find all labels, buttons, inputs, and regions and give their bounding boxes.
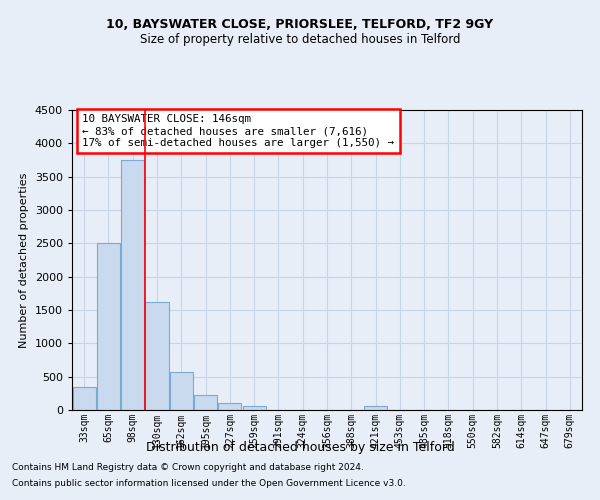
Text: 10 BAYSWATER CLOSE: 146sqm
← 83% of detached houses are smaller (7,616)
17% of s: 10 BAYSWATER CLOSE: 146sqm ← 83% of deta… bbox=[82, 114, 394, 148]
Bar bbox=[170, 372, 193, 410]
Bar bbox=[121, 160, 144, 410]
Text: Size of property relative to detached houses in Telford: Size of property relative to detached ho… bbox=[140, 32, 460, 46]
Bar bbox=[97, 244, 120, 410]
Bar bbox=[242, 406, 266, 410]
Text: Distribution of detached houses by size in Telford: Distribution of detached houses by size … bbox=[146, 441, 454, 454]
Bar bbox=[194, 395, 217, 410]
Y-axis label: Number of detached properties: Number of detached properties bbox=[19, 172, 29, 348]
Bar bbox=[73, 386, 95, 410]
Text: Contains HM Land Registry data © Crown copyright and database right 2024.: Contains HM Land Registry data © Crown c… bbox=[12, 464, 364, 472]
Bar bbox=[364, 406, 387, 410]
Bar bbox=[218, 404, 241, 410]
Text: Contains public sector information licensed under the Open Government Licence v3: Contains public sector information licen… bbox=[12, 478, 406, 488]
Text: 10, BAYSWATER CLOSE, PRIORSLEE, TELFORD, TF2 9GY: 10, BAYSWATER CLOSE, PRIORSLEE, TELFORD,… bbox=[106, 18, 494, 30]
Bar bbox=[145, 302, 169, 410]
